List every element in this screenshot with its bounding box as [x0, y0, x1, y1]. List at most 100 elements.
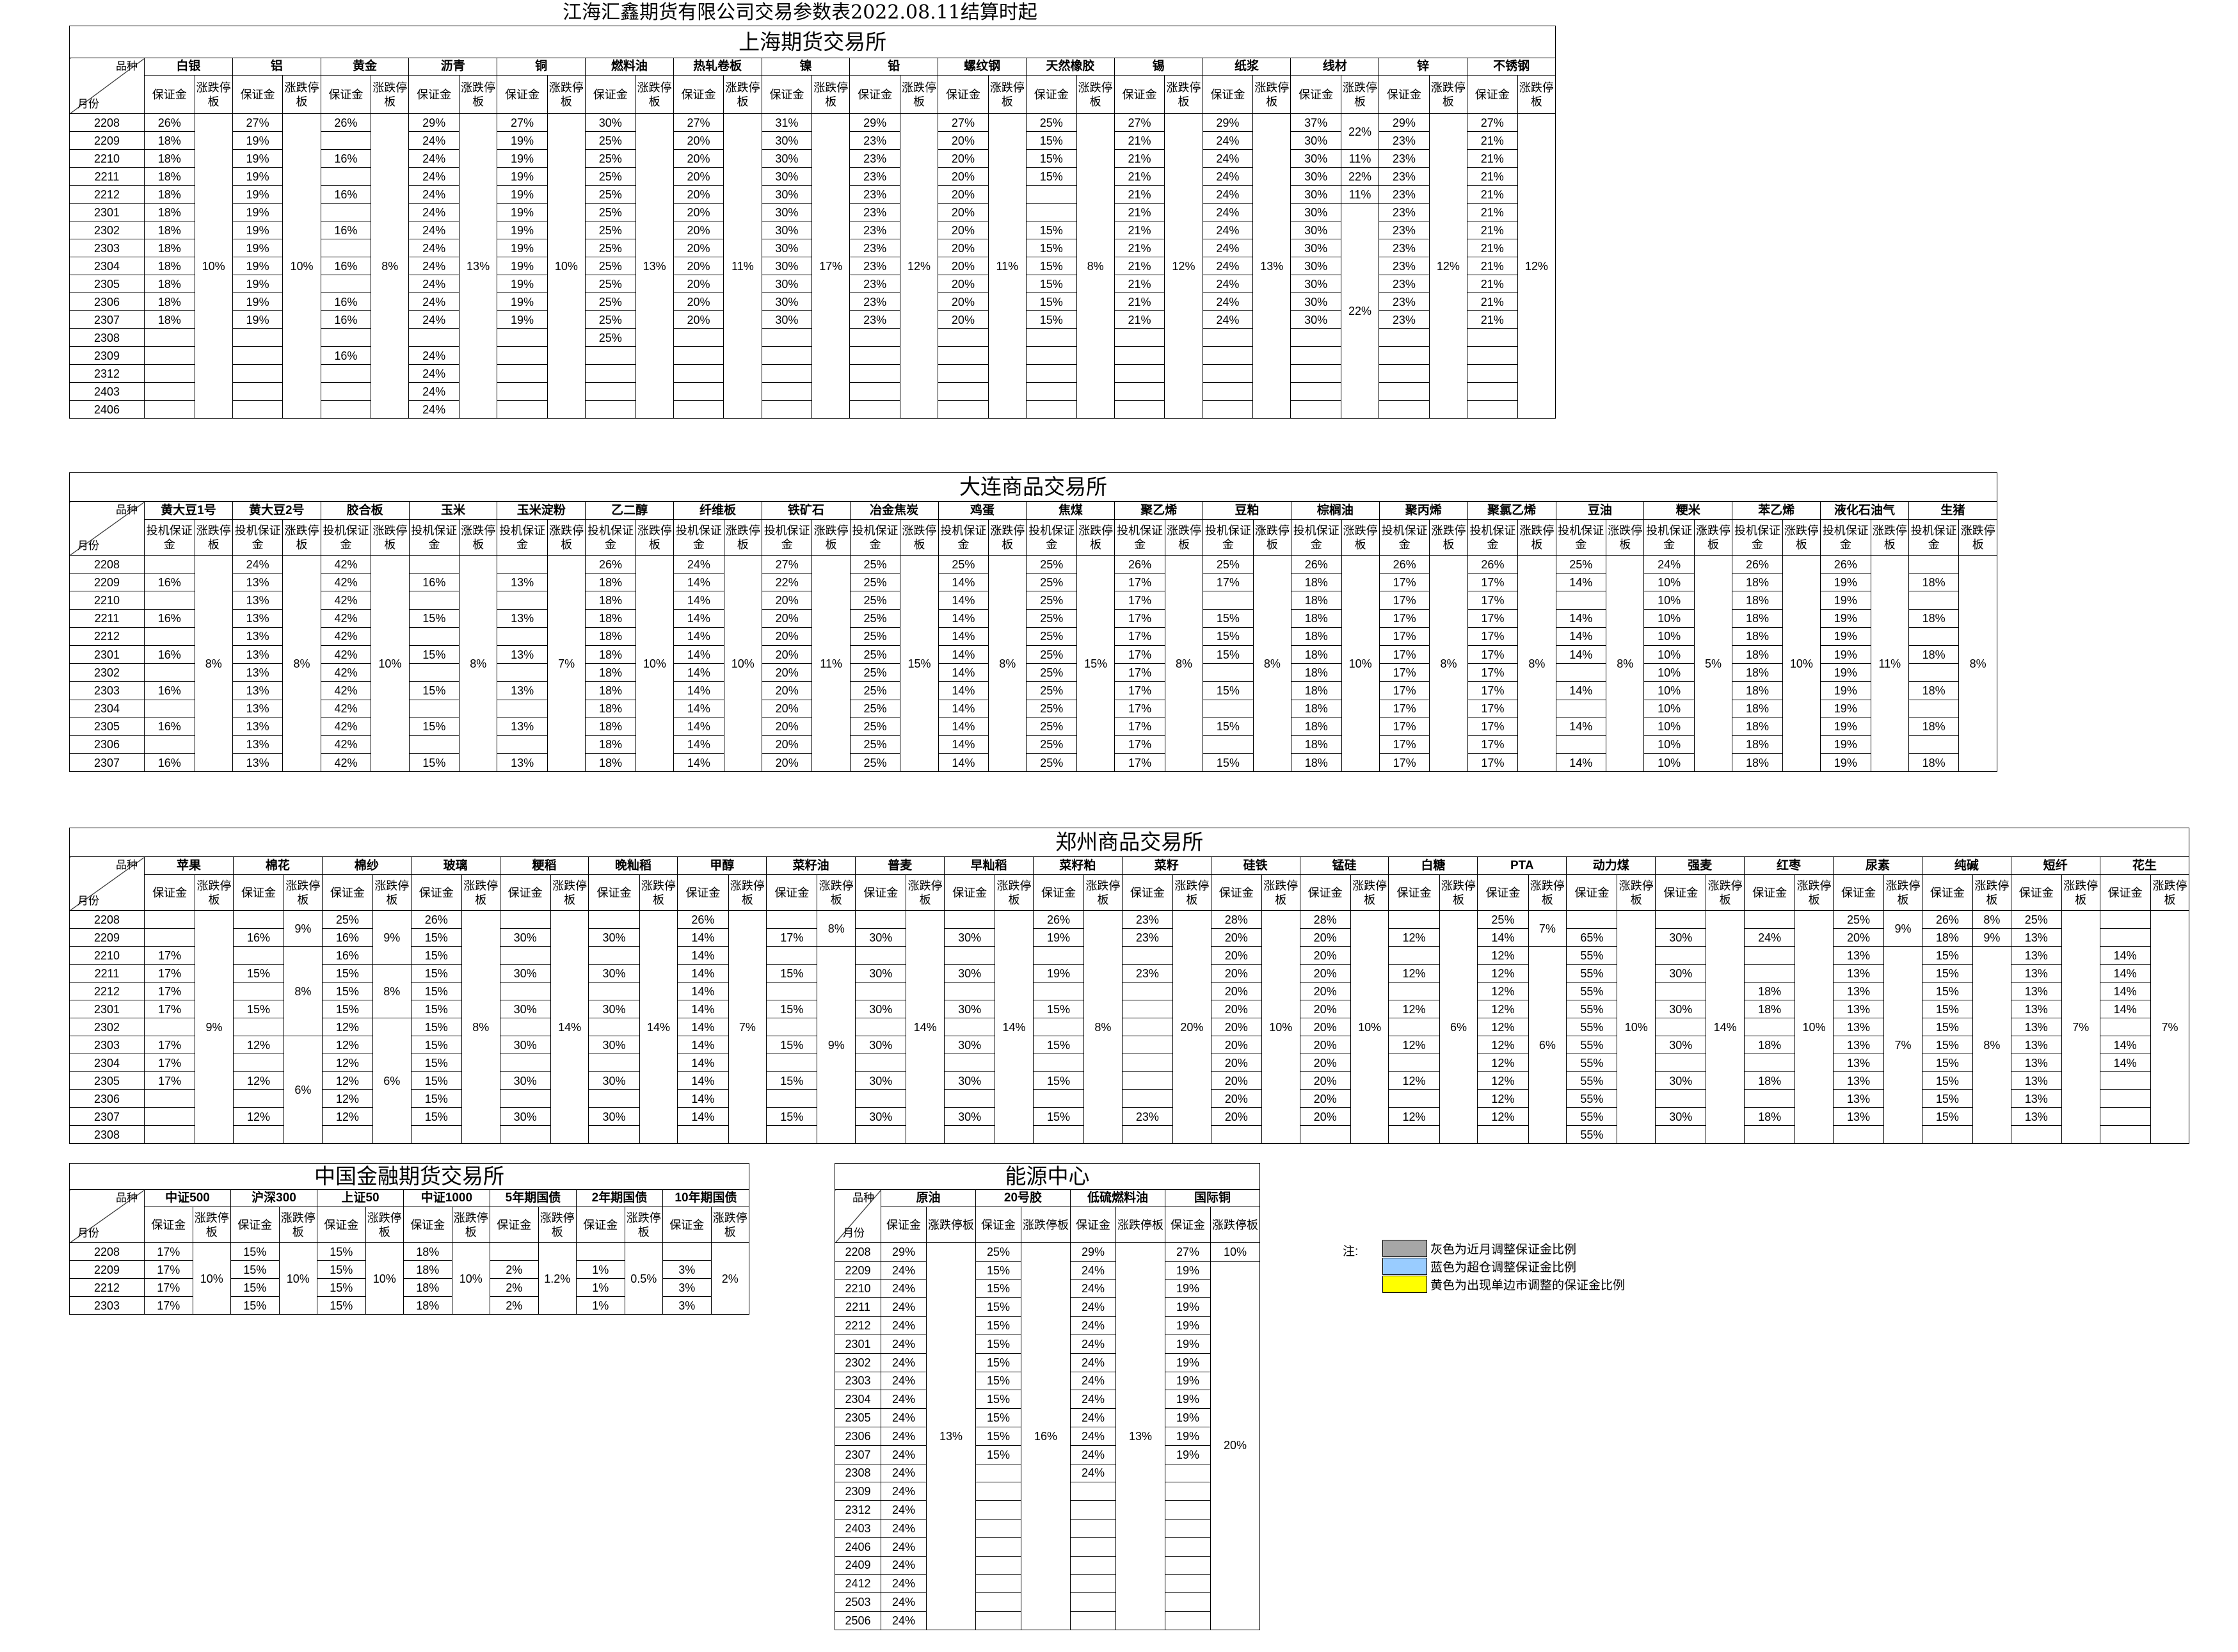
margin-cell: 10% — [1643, 573, 1695, 592]
margin-cell: 14% — [673, 573, 724, 592]
margin-cell — [1025, 185, 1077, 204]
margin-cell: 30% — [588, 1071, 640, 1090]
month-cell: 2308 — [835, 1463, 881, 1483]
margin-cell: 13% — [497, 681, 548, 700]
margin-cell: 24% — [1744, 928, 1796, 947]
margin-cell: 12% — [1477, 964, 1529, 982]
margin-header: 投机保证金 — [1203, 519, 1254, 556]
limit-header: 涨跌停板 — [194, 519, 233, 556]
margin-cell: 26% — [320, 113, 372, 132]
margin-cell — [143, 1107, 196, 1126]
limit-cell: 10% — [635, 554, 675, 773]
margin-header: 保证金 — [1655, 874, 1707, 911]
limit-header: 涨跌停板 — [1439, 874, 1478, 911]
margin-cell: 24% — [408, 167, 460, 186]
margin-cell: 14% — [2099, 1036, 2151, 1054]
margin-cell: 19% — [1820, 663, 1871, 682]
margin-cell: 25% — [849, 591, 901, 610]
margin-cell: 15% — [410, 1107, 462, 1126]
margin-cell: 14% — [2099, 982, 2151, 1000]
margin-cell: 3% — [662, 1260, 712, 1279]
margin-cell: 14% — [673, 717, 724, 736]
margin-cell — [1025, 203, 1077, 221]
margin-cell — [1744, 1089, 1796, 1108]
margin-cell: 15% — [408, 609, 460, 628]
margin-cell — [1744, 1054, 1796, 1072]
margin-cell — [1566, 910, 1618, 929]
limit-header: 涨跌停板 — [1429, 519, 1468, 556]
margin-cell: 10% — [1643, 591, 1695, 610]
limit-cell: 9% — [372, 910, 412, 965]
margin-cell: 19% — [1164, 1334, 1211, 1354]
product-name: 聚乙烯 — [1114, 501, 1204, 520]
month-cell: 2210 — [835, 1279, 881, 1299]
margin-cell: 16% — [144, 645, 195, 664]
table-row: 2211 18% 19% 24% 19% 25% 20% 30% 23% 20% 15% 21% 24%… — [69, 167, 1556, 186]
margin-cell: 20% — [761, 699, 813, 718]
margin-header: 投机保证金 — [938, 519, 989, 556]
margin-cell: 18% — [1921, 928, 1973, 947]
margin-cell: 15% — [321, 982, 373, 1000]
table-row: 2208 26% 10% 27% 10% 26% 8% 29% 13% 27% 10% 30% 13% 2… — [69, 113, 1556, 419]
margin-cell: 30% — [1290, 221, 1341, 239]
margin-cell — [1121, 1018, 1173, 1036]
table-row: 2208 8% 24% 8% 42% 10% 8% 7% 26% 10% 24% 10% 27% 11% 2… — [69, 554, 1997, 773]
table-row: 2209 17% 15% 15% 18% 2% 1% 3% — [69, 1260, 749, 1279]
margin-cell: 15% — [1025, 149, 1077, 168]
margin-cell: 20% — [673, 310, 724, 329]
margin-header: 保证金 — [588, 874, 640, 911]
limit-header: 涨跌停板 — [988, 519, 1027, 556]
margin-cell — [944, 1018, 996, 1036]
product-name: 5年期国债 — [489, 1189, 577, 1207]
margin-cell: 42% — [320, 663, 372, 682]
table-row: 2211 24% 15% 24% 19% — [835, 1297, 1260, 1317]
margin-cell — [408, 699, 460, 718]
margin-cell: 15% — [408, 645, 460, 664]
margin-cell: 19% — [497, 275, 548, 293]
margin-cell: 24% — [1202, 239, 1254, 257]
table-row: 2212 17% 15% 15% 14% 20% 20% 12% 55% 18% 13% 15% 13%… — [69, 982, 2189, 1000]
margin-cell: 20% — [1210, 982, 1262, 1000]
margin-cell: 18% — [144, 185, 195, 204]
margin-cell: 30% — [855, 928, 907, 947]
margin-cell: 15% — [766, 1071, 818, 1090]
margin-cell: 20% — [938, 257, 989, 275]
margin-cell: 15% — [1025, 293, 1077, 311]
limit-header: 涨跌停板 — [728, 874, 767, 911]
limit-cell: 10% — [547, 113, 586, 419]
margin-cell: 14% — [938, 627, 989, 646]
product-name: 豆油 — [1555, 501, 1645, 520]
margin-header: 保证金 — [1466, 75, 1518, 114]
margin-cell — [143, 928, 196, 947]
margin-cell — [144, 382, 195, 401]
month-cell: 2209 — [69, 928, 145, 947]
margin-cell: 15% — [1921, 1054, 1973, 1072]
margin-cell — [1655, 946, 1707, 965]
margin-cell: 24% — [408, 185, 460, 204]
margin-cell: 15% — [316, 1296, 366, 1315]
month-cell: 2211 — [69, 167, 145, 186]
margin-cell — [144, 364, 195, 383]
margin-cell: 19% — [1164, 1260, 1211, 1280]
month-cell: 2304 — [835, 1390, 881, 1409]
margin-cell — [855, 1125, 907, 1144]
margin-cell — [673, 346, 724, 365]
margin-cell — [1466, 346, 1518, 365]
margin-cell: 13% — [232, 753, 284, 773]
margin-cell: 30% — [761, 167, 813, 186]
margin-cell: 15% — [1921, 1107, 1973, 1126]
margin-cell — [849, 382, 900, 401]
margin-cell: 24% — [1202, 131, 1254, 150]
margin-cell: 18% — [1290, 591, 1342, 610]
margin-cell: 15% — [410, 1018, 462, 1036]
dce-table: 大连商品交易所 品种 月份 黄大豆1号 黄大豆2号 胶合板 玉米 玉米淀粉 乙二醇 纤维板 铁矿石冶… — [69, 472, 1997, 773]
margin-cell — [1379, 328, 1430, 347]
margin-cell: 26% — [410, 910, 462, 929]
margin-cell: 30% — [944, 1036, 996, 1054]
margin-cell — [584, 346, 636, 365]
limit-cell: 10% — [1210, 1242, 1261, 1262]
margin-cell: 17% — [1379, 717, 1430, 736]
margin-cell: 18% — [1290, 717, 1342, 736]
margin-cell — [144, 328, 195, 347]
margin-header: 投机保证金 — [761, 519, 813, 556]
